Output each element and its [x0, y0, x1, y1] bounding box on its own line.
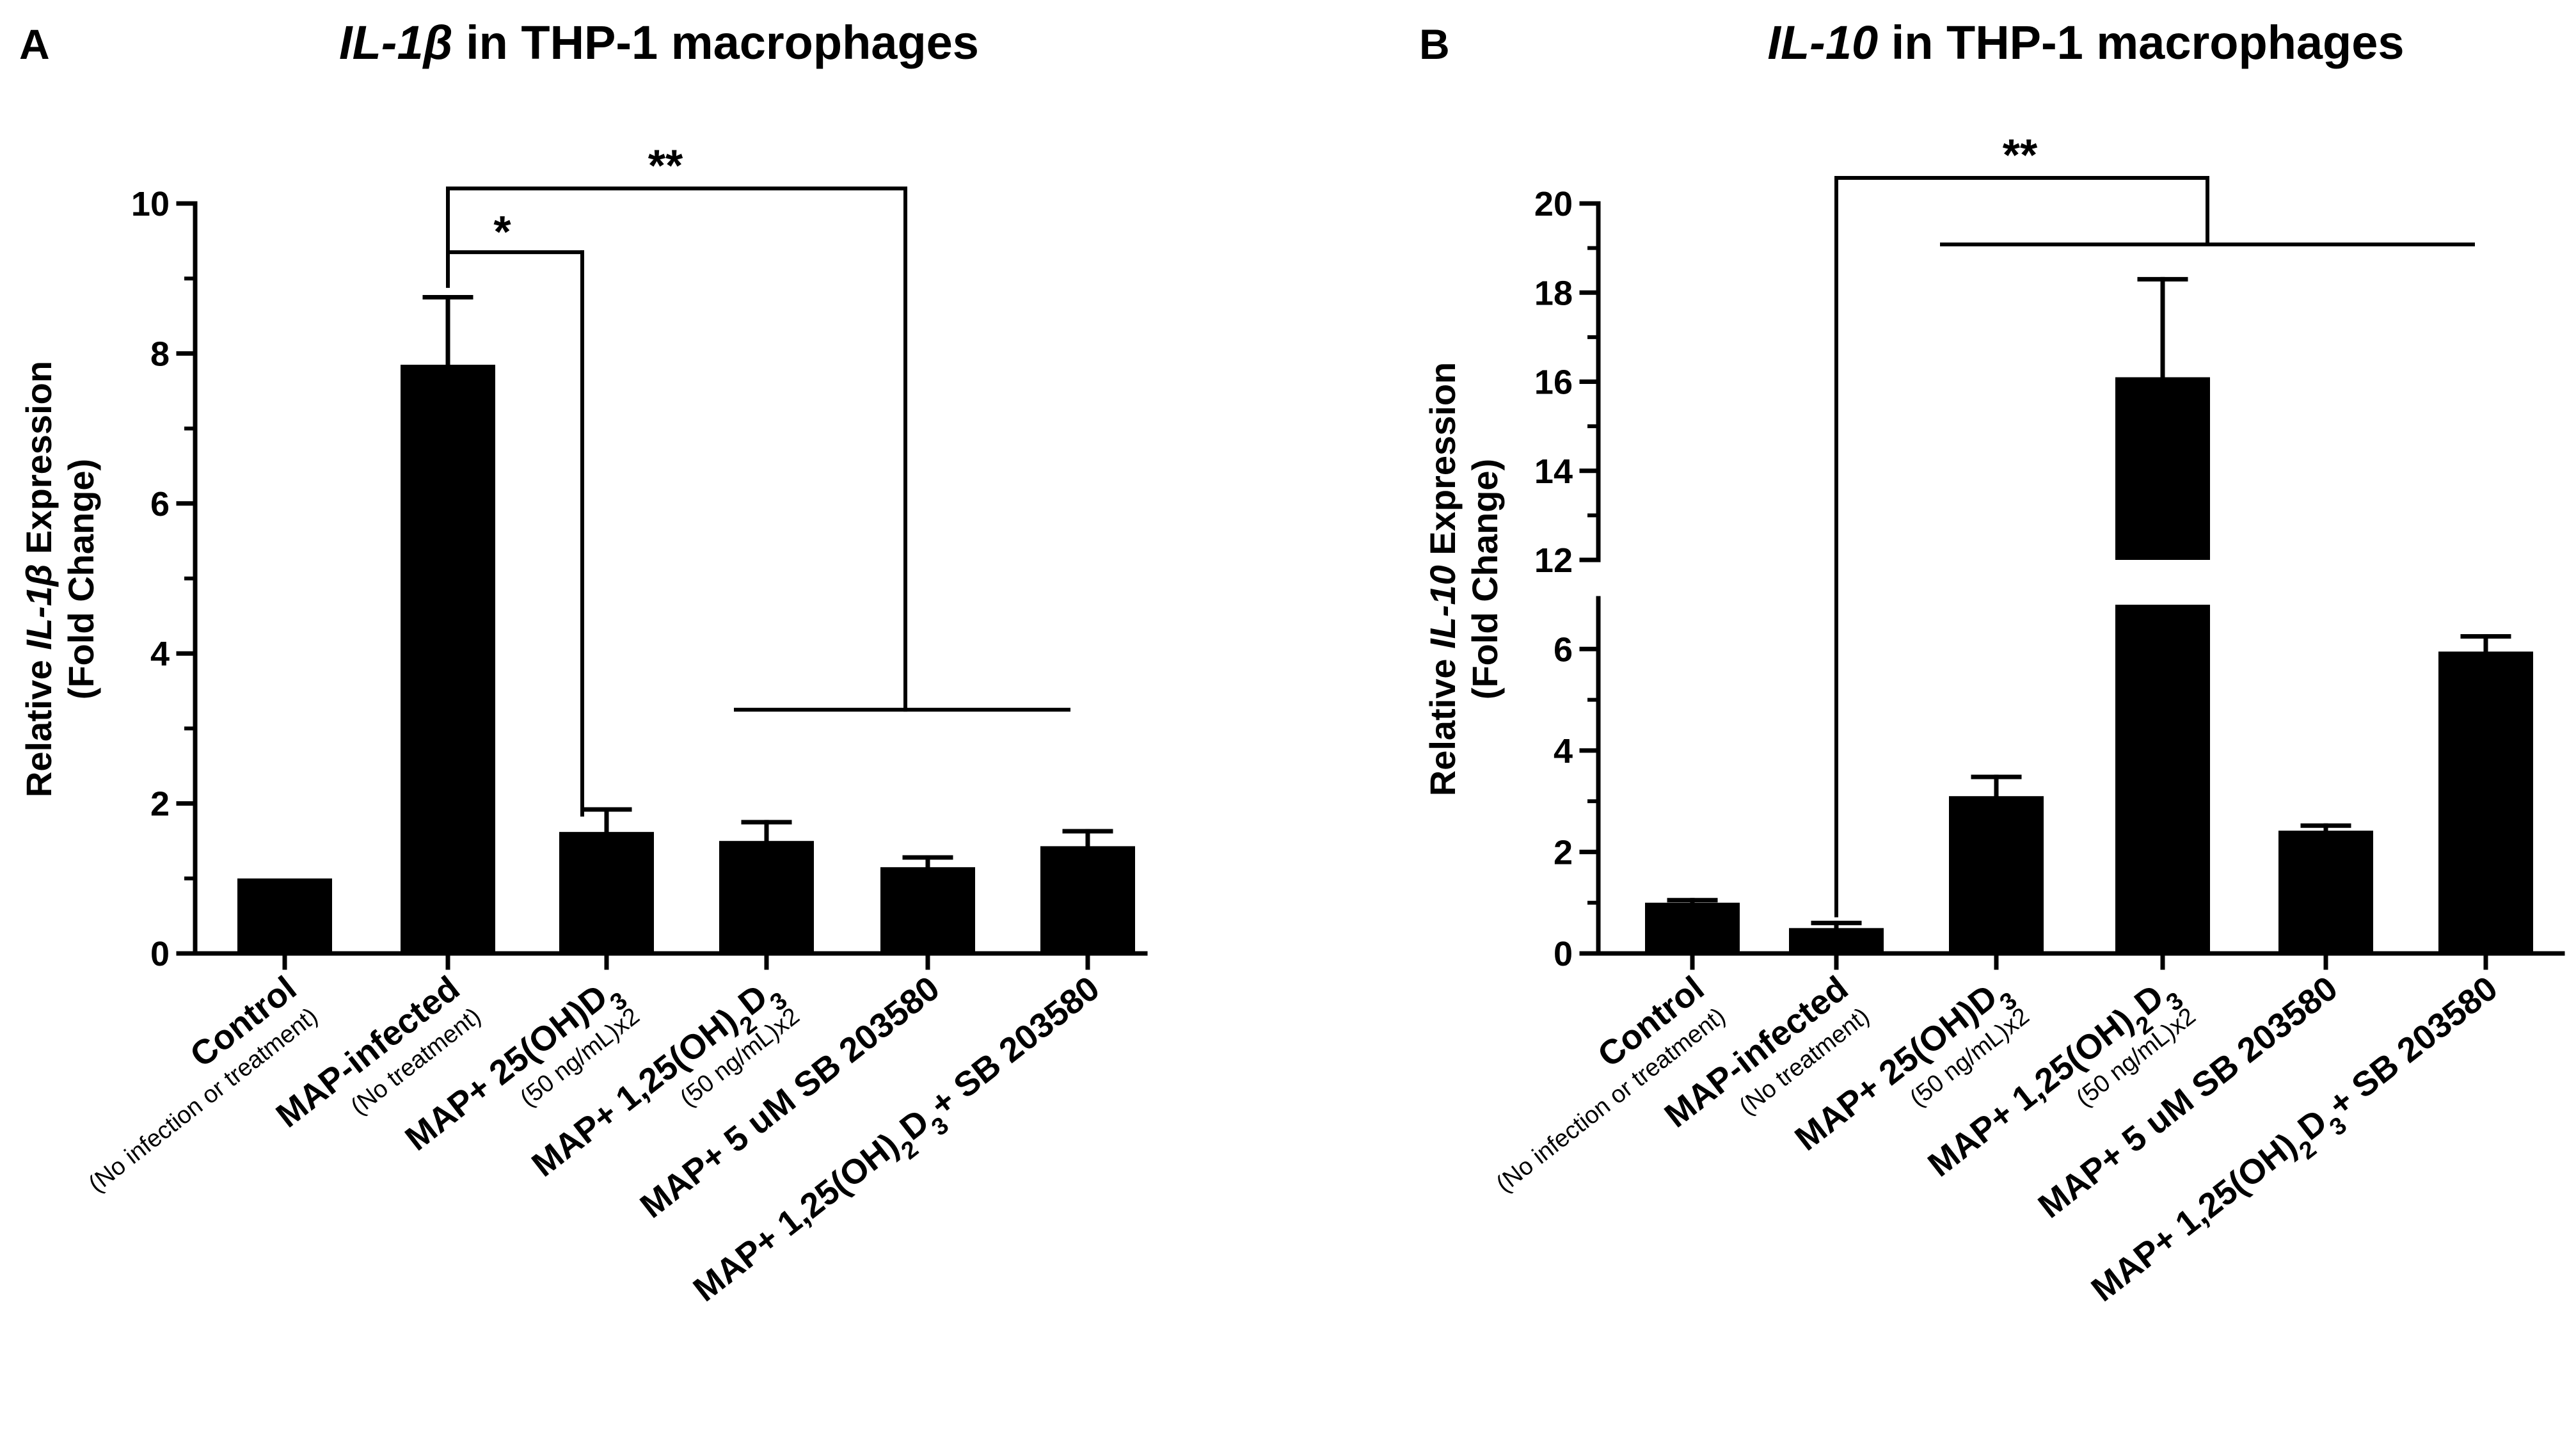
y-tick-label: 6 — [1554, 630, 1573, 669]
y-tick-label: 4 — [150, 635, 170, 673]
y-tick-label: 0 — [150, 935, 170, 973]
significance-label: ** — [648, 141, 683, 191]
y-tick-label: 8 — [150, 335, 170, 373]
y-tick-label: 2 — [1554, 833, 1573, 872]
y-tick-label: 14 — [1534, 452, 1573, 491]
y-tick-label: 18 — [1534, 274, 1573, 312]
y-tick-label: 4 — [1554, 732, 1573, 770]
y-tick-label: 0 — [1554, 935, 1573, 973]
chart-panel-a: A IL-1β in THP-1 macrophages Relative IL-1… — [19, 16, 1148, 1309]
bar — [237, 878, 332, 953]
panel-label-a: A — [19, 20, 50, 68]
x-tick-label: Control(No infection or treatment) — [84, 969, 323, 1198]
chart-title: IL-1β in THP-1 macrophages — [339, 16, 979, 69]
panel-label-b: B — [1419, 20, 1450, 68]
bar-upper-segment — [2115, 377, 2210, 560]
significance-label: ** — [2003, 130, 2038, 180]
y-tick-label: 6 — [150, 485, 170, 523]
bar — [719, 841, 814, 953]
bar — [1645, 902, 1740, 953]
y-tick-label: 20 — [1534, 185, 1573, 223]
bar — [2278, 831, 2373, 953]
bar — [880, 867, 975, 953]
bar — [401, 364, 495, 953]
y-tick-label: 10 — [131, 185, 170, 223]
bar — [2438, 651, 2533, 953]
y-tick-label: 16 — [1534, 363, 1573, 402]
chart-panel-b: B IL-10 in THP-1 macrophages Relative IL-1… — [1419, 16, 2565, 1309]
bar — [1949, 796, 2044, 953]
y-axis-label-line2: (Fold Change) — [1465, 459, 1505, 699]
bar — [559, 832, 654, 953]
y-axis-label: Relative IL-1β Expression (Fold Change) — [19, 361, 101, 797]
significance-label: * — [493, 207, 511, 257]
y-tick-label: 12 — [1534, 541, 1573, 580]
y-axis-label-line1: Relative IL-1β Expression — [19, 361, 59, 797]
bar — [1789, 928, 1884, 953]
bar — [2115, 605, 2210, 953]
y-tick-label: 2 — [150, 785, 170, 824]
y-axis-label-line2: (Fold Change) — [61, 459, 101, 699]
chart-title: IL-10 in THP-1 macrophages — [1767, 16, 2404, 69]
bar — [1040, 846, 1135, 953]
y-axis-label-line1: Relative IL-10 Expression — [1422, 362, 1463, 797]
y-axis-label: Relative IL-10 Expression (Fold Change) — [1422, 362, 1505, 797]
